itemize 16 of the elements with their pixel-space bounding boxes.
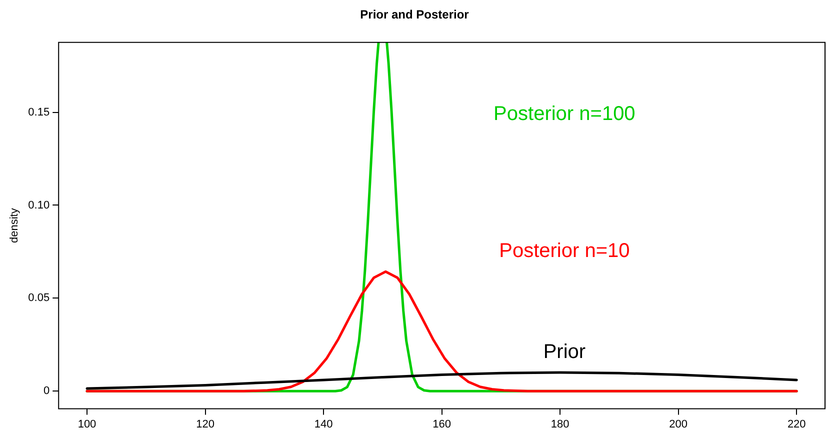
text: Posterior n=10 bbox=[499, 240, 630, 262]
x-tick-label: 220 bbox=[787, 418, 806, 430]
text: Posterior n=100 bbox=[494, 102, 636, 125]
x-tick-label: 200 bbox=[669, 418, 688, 430]
x-tick-label: 120 bbox=[196, 418, 214, 430]
y-tick-label: 0.15 bbox=[28, 106, 50, 118]
chart-title: Prior and Posterior bbox=[360, 8, 470, 22]
y-tick-label: 0.10 bbox=[28, 199, 50, 212]
x-tick-label: 140 bbox=[314, 418, 333, 430]
y-axis-title: density bbox=[8, 208, 21, 244]
series-label: Prior bbox=[543, 341, 586, 364]
x-tick-label: 180 bbox=[550, 418, 570, 430]
y-tick-label: 0.05 bbox=[28, 292, 50, 304]
x-tick-label: 100 bbox=[78, 418, 96, 430]
y-tick-label: 0 bbox=[43, 385, 50, 398]
x-tick-label: 160 bbox=[432, 418, 451, 430]
